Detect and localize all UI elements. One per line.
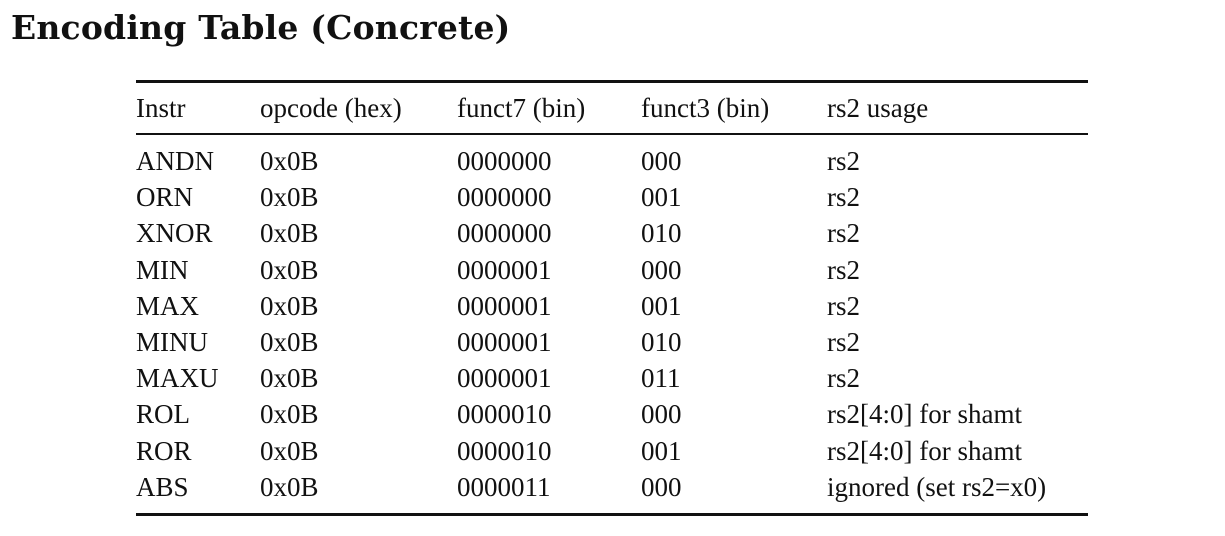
cell-rs2-usage: rs2[4:0] for shamt [827, 399, 1022, 430]
cell-opcode: 0x0B [260, 435, 319, 466]
table-row: MAX 0x0B 0000001 001 rs2 [136, 288, 1088, 324]
cell-funct7: 0000000 [457, 182, 552, 213]
cell-funct7: 0000001 [457, 290, 552, 321]
cell-rs2-usage: rs2 [827, 218, 860, 249]
cell-funct7: 0000011 [457, 471, 551, 502]
table-row: XNOR 0x0B 0000000 010 rs2 [136, 215, 1088, 251]
cell-funct7: 0000000 [457, 146, 552, 177]
table-row: ROL 0x0B 0000010 000 rs2[4:0] for shamt [136, 396, 1088, 432]
table-row: ROR 0x0B 0000010 001 rs2[4:0] for shamt [136, 433, 1088, 469]
cell-rs2-usage: rs2[4:0] for shamt [827, 435, 1022, 466]
header-rs2-usage: rs2 usage [827, 92, 929, 123]
encoding-table: Instr opcode (hex) funct7 (bin) funct3 (… [136, 80, 1088, 516]
cell-funct3: 001 [641, 290, 682, 321]
cell-opcode: 0x0B [260, 290, 319, 321]
table-row: MIN 0x0B 0000001 000 rs2 [136, 252, 1088, 288]
cell-funct3: 000 [641, 254, 682, 285]
cell-opcode: 0x0B [260, 471, 319, 502]
cell-rs2-usage: rs2 [827, 290, 860, 321]
encoding-table-container: Instr opcode (hex) funct7 (bin) funct3 (… [136, 80, 1088, 516]
cell-opcode: 0x0B [260, 182, 319, 213]
cell-instr: ABS [136, 471, 189, 502]
cell-rs2-usage: rs2 [827, 254, 860, 285]
table-body: ANDN 0x0B 0000000 000 rs2 ORN 0x0B 00000… [136, 134, 1088, 515]
cell-opcode: 0x0B [260, 363, 319, 394]
cell-funct7: 0000010 [457, 399, 552, 430]
header-funct7: funct7 (bin) [457, 92, 586, 123]
table-row: ORN 0x0B 0000000 001 rs2 [136, 179, 1088, 215]
cell-funct3: 000 [641, 146, 682, 177]
cell-funct3: 010 [641, 327, 682, 358]
cell-funct3: 000 [641, 471, 682, 502]
cell-rs2-usage: rs2 [827, 146, 860, 177]
cell-funct3: 001 [641, 435, 682, 466]
table-row: ANDN 0x0B 0000000 000 rs2 [136, 134, 1088, 179]
section-heading: Encoding Table (Concrete) [11, 8, 511, 47]
header-row: Instr opcode (hex) funct7 (bin) funct3 (… [136, 81, 1088, 134]
cell-funct3: 000 [641, 399, 682, 430]
cell-instr: MAXU [136, 363, 219, 394]
cell-instr: ANDN [136, 146, 214, 177]
cell-opcode: 0x0B [260, 399, 319, 430]
table-row: MINU 0x0B 0000001 010 rs2 [136, 324, 1088, 360]
cell-funct7: 0000000 [457, 218, 552, 249]
header-funct3: funct3 (bin) [641, 92, 770, 123]
cell-opcode: 0x0B [260, 327, 319, 358]
cell-rs2-usage: ignored (set rs2=x0) [827, 471, 1047, 502]
cell-funct7: 0000001 [457, 254, 552, 285]
cell-funct7: 0000010 [457, 435, 552, 466]
cell-instr: ROL [136, 399, 190, 430]
cell-instr: XNOR [136, 218, 213, 249]
cell-rs2-usage: rs2 [827, 327, 860, 358]
header-instr: Instr [136, 92, 186, 123]
cell-funct7: 0000001 [457, 327, 552, 358]
cell-instr: MAX [136, 290, 200, 321]
cell-funct7: 0000001 [457, 363, 552, 394]
cell-funct3: 010 [641, 218, 682, 249]
cell-opcode: 0x0B [260, 146, 319, 177]
table-row: ABS 0x0B 0000011 000 ignored (set rs2=x0… [136, 469, 1088, 515]
header-opcode: opcode (hex) [260, 92, 402, 123]
cell-rs2-usage: rs2 [827, 363, 860, 394]
cell-opcode: 0x0B [260, 218, 319, 249]
cell-instr: MIN [136, 254, 189, 285]
cell-instr: ROR [136, 435, 192, 466]
table-header: Instr opcode (hex) funct7 (bin) funct3 (… [136, 81, 1088, 134]
cell-rs2-usage: rs2 [827, 182, 860, 213]
cell-funct3: 001 [641, 182, 682, 213]
cell-instr: ORN [136, 182, 194, 213]
cell-funct3: 011 [641, 363, 681, 394]
table-row: MAXU 0x0B 0000001 011 rs2 [136, 360, 1088, 396]
cell-opcode: 0x0B [260, 254, 319, 285]
cell-instr: MINU [136, 327, 208, 358]
